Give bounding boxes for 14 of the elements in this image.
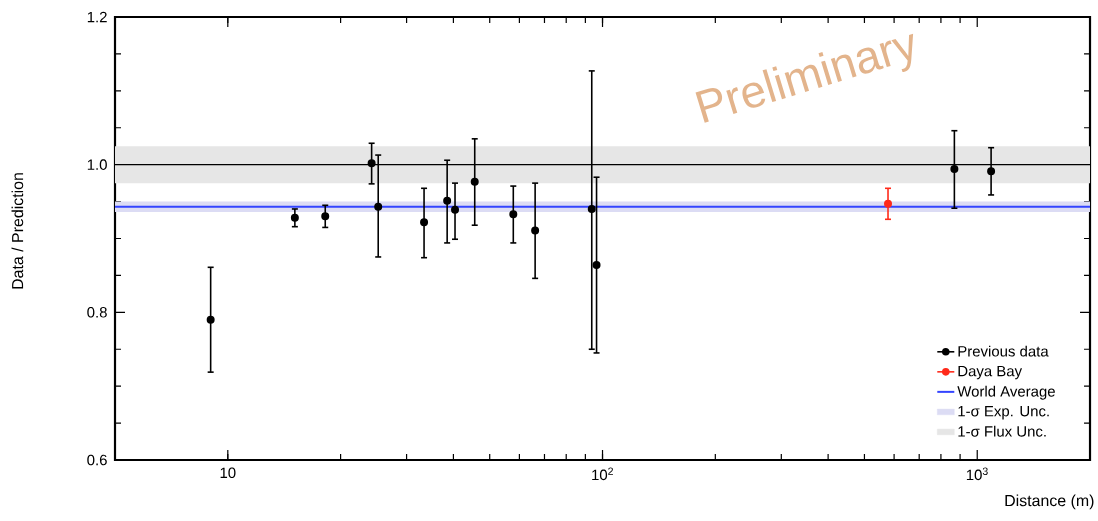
legend-label: 1-σ Exp. Unc. xyxy=(958,406,1049,420)
y-tick-label: 0.8 xyxy=(87,307,107,318)
legend-label: World Average xyxy=(957,385,1055,400)
y-axis-title: Data / Prediction xyxy=(11,173,24,289)
legend-label: 1-σ Flux Unc. xyxy=(958,425,1046,437)
x-tick-label: 10$^{3}$ xyxy=(966,467,988,481)
legend-label: Previous data xyxy=(958,345,1049,357)
x-tick-label: 10$^{2}$ xyxy=(592,467,613,481)
y-tick-label: 0.6 xyxy=(87,454,107,466)
x-axis-title: Distance (m) xyxy=(1005,494,1094,510)
x-tick-label: 10 xyxy=(220,467,236,479)
y-tick-label: 1.0 xyxy=(87,159,107,170)
legend-label: Daya Bay xyxy=(958,365,1023,380)
y-tick-label: 1.2 xyxy=(87,11,107,23)
